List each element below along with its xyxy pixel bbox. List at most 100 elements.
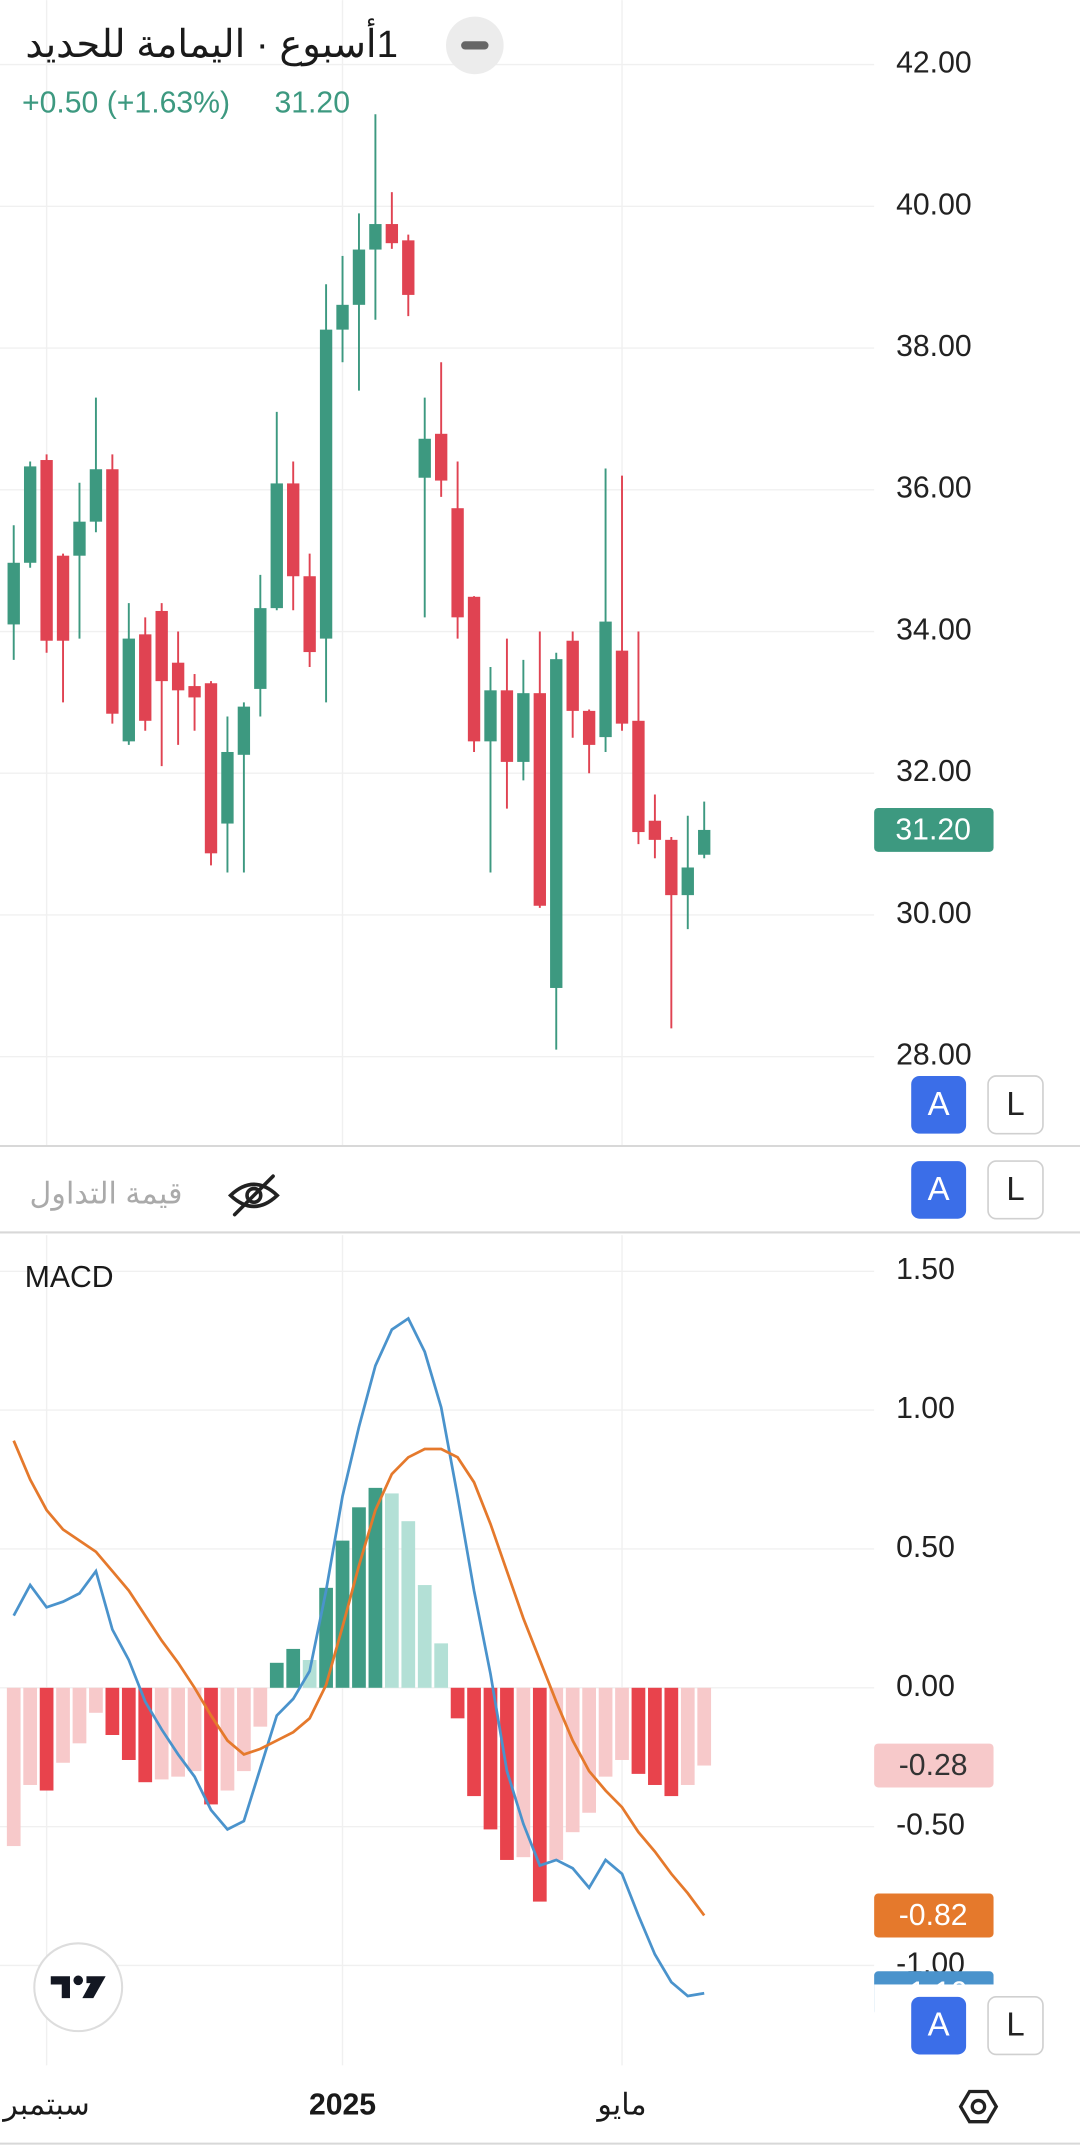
y-tick-label: 34.00 <box>896 613 972 646</box>
histogram-bar <box>384 1493 399 1688</box>
candle-body <box>500 690 514 762</box>
last-price: 31.20 <box>274 86 350 119</box>
candle-body <box>155 610 168 682</box>
histogram-bar <box>187 1687 202 1772</box>
histogram-bar <box>253 1687 268 1727</box>
auto-scale-button[interactable] <box>911 1076 967 1134</box>
candle-body <box>287 483 300 577</box>
value-badge <box>874 807 994 852</box>
auto-scale-label: A <box>928 1085 950 1122</box>
candle-body <box>336 304 349 330</box>
candle-body <box>599 621 612 738</box>
log-scale-button[interactable] <box>987 1160 1044 1220</box>
candle-body <box>418 438 431 478</box>
histogram-bar <box>286 1648 301 1688</box>
auto-scale-button[interactable] <box>911 1161 967 1219</box>
y-tick-label: 36.00 <box>896 472 972 505</box>
value-badge <box>874 1893 994 1938</box>
hide-icon[interactable] <box>227 1174 280 1217</box>
y-tick-label: 0.50 <box>896 1531 955 1564</box>
auto-scale-label: A <box>928 2006 950 2043</box>
histogram-bar <box>154 1687 169 1780</box>
histogram-bar <box>56 1687 70 1763</box>
histogram-bar <box>138 1687 153 1783</box>
axes: 28.00 30.00 32.00 34.00 36.00 38.00 40.00 42.00… <box>1 47 994 2123</box>
candle-body <box>204 683 218 854</box>
histogram-bar <box>598 1687 613 1777</box>
candle-body <box>139 634 152 721</box>
histogram-bar <box>23 1687 38 1785</box>
x-tick-label: مايو <box>595 2089 646 2123</box>
candle-body <box>665 839 678 896</box>
candle-body <box>533 693 546 906</box>
histogram-bar <box>72 1687 87 1744</box>
candle-body <box>566 640 579 711</box>
histogram-bar <box>532 1687 547 1902</box>
histogram-bar <box>89 1687 103 1713</box>
histogram-bar <box>417 1585 432 1688</box>
histogram-bar <box>237 1687 251 1772</box>
histogram-bar <box>697 1687 712 1766</box>
histogram-bar <box>335 1540 350 1688</box>
y-tick-label: 28.00 <box>896 1039 972 1072</box>
x-tick-label: سبتمبر <box>1 2089 90 2123</box>
candle-body <box>484 690 497 742</box>
candle-body <box>434 433 448 481</box>
chart-title: 1أسبوع · اليمامة للحديد <box>25 19 398 67</box>
y-tick-label: 1.50 <box>896 1253 955 1286</box>
log-scale-button[interactable] <box>987 1075 1044 1135</box>
candle-body <box>89 469 103 522</box>
candle-body <box>467 596 481 742</box>
value-badge <box>874 1743 994 1788</box>
log-scale-label: L <box>1006 1085 1024 1122</box>
candle-body <box>254 608 267 689</box>
histogram-bar <box>516 1687 531 1858</box>
log-scale-label: L <box>1006 1170 1024 1207</box>
candle-body <box>221 751 234 824</box>
collapse-button[interactable] <box>445 16 504 75</box>
log-scale-button[interactable] <box>987 1995 1044 2056</box>
histogram-bar <box>664 1687 679 1797</box>
candle-body <box>681 867 694 896</box>
candle-body <box>237 706 251 755</box>
log-scale-label: L <box>1006 2006 1024 2043</box>
candle-body <box>648 820 662 840</box>
histogram-bar <box>105 1687 120 1735</box>
candle-body <box>188 686 201 698</box>
candle-body <box>451 508 464 618</box>
logo[interactable] <box>33 1942 124 2033</box>
y-tick-label: 30.00 <box>896 897 972 930</box>
histogram-bar <box>121 1687 136 1760</box>
candle-body <box>632 720 645 833</box>
histogram-bar <box>565 1687 580 1833</box>
value-badge-label: -0.28 <box>899 1749 968 1782</box>
candle-body <box>270 483 283 609</box>
settings-icon[interactable] <box>958 2089 999 2124</box>
price-plot <box>7 114 711 1050</box>
histogram-bar <box>467 1687 481 1797</box>
candle-body <box>582 710 596 745</box>
volume-label: قيمة التداول <box>30 1177 183 1211</box>
histogram-bar <box>269 1662 284 1688</box>
histogram-bar <box>549 1687 564 1860</box>
candle-body <box>7 562 20 625</box>
candle-body <box>23 466 37 563</box>
button-backdrop <box>874 1984 1080 2065</box>
value-badge-label: 31.20 <box>895 813 971 846</box>
auto-scale-button[interactable] <box>911 1996 967 2055</box>
histogram-bar <box>631 1687 646 1774</box>
histogram-bar <box>434 1643 449 1688</box>
histogram-bar <box>648 1687 662 1785</box>
candle-body <box>319 329 333 639</box>
histogram-bar <box>450 1687 465 1719</box>
histogram-bar <box>615 1687 629 1760</box>
value-badge-label: -0.82 <box>899 1899 968 1932</box>
histogram-bar <box>368 1487 383 1688</box>
macd-line <box>12 1440 706 1917</box>
histogram-bar <box>171 1687 185 1777</box>
y-tick-label: 40.00 <box>896 188 972 221</box>
candle-body <box>369 224 382 250</box>
